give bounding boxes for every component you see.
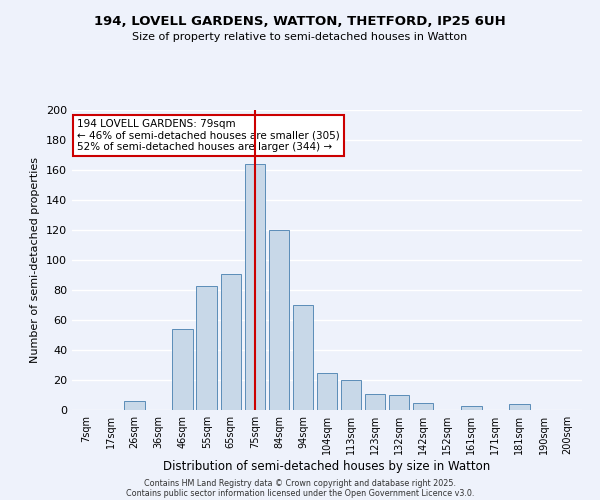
Bar: [293, 305, 313, 410]
Bar: [124, 401, 145, 410]
Bar: [245, 164, 265, 410]
Bar: [317, 372, 337, 410]
Y-axis label: Number of semi-detached properties: Number of semi-detached properties: [31, 157, 40, 363]
Bar: [269, 230, 289, 410]
Bar: [221, 274, 241, 410]
Text: 194 LOVELL GARDENS: 79sqm
← 46% of semi-detached houses are smaller (305)
52% of: 194 LOVELL GARDENS: 79sqm ← 46% of semi-…: [77, 119, 340, 152]
Text: 194, LOVELL GARDENS, WATTON, THETFORD, IP25 6UH: 194, LOVELL GARDENS, WATTON, THETFORD, I…: [94, 15, 506, 28]
Bar: [196, 286, 217, 410]
Bar: [172, 329, 193, 410]
Bar: [341, 380, 361, 410]
X-axis label: Distribution of semi-detached houses by size in Watton: Distribution of semi-detached houses by …: [163, 460, 491, 473]
Bar: [509, 404, 530, 410]
Text: Size of property relative to semi-detached houses in Watton: Size of property relative to semi-detach…: [133, 32, 467, 42]
Text: Contains public sector information licensed under the Open Government Licence v3: Contains public sector information licen…: [126, 488, 474, 498]
Bar: [365, 394, 385, 410]
Text: Contains HM Land Registry data © Crown copyright and database right 2025.: Contains HM Land Registry data © Crown c…: [144, 478, 456, 488]
Bar: [461, 406, 482, 410]
Bar: [389, 395, 409, 410]
Bar: [413, 402, 433, 410]
